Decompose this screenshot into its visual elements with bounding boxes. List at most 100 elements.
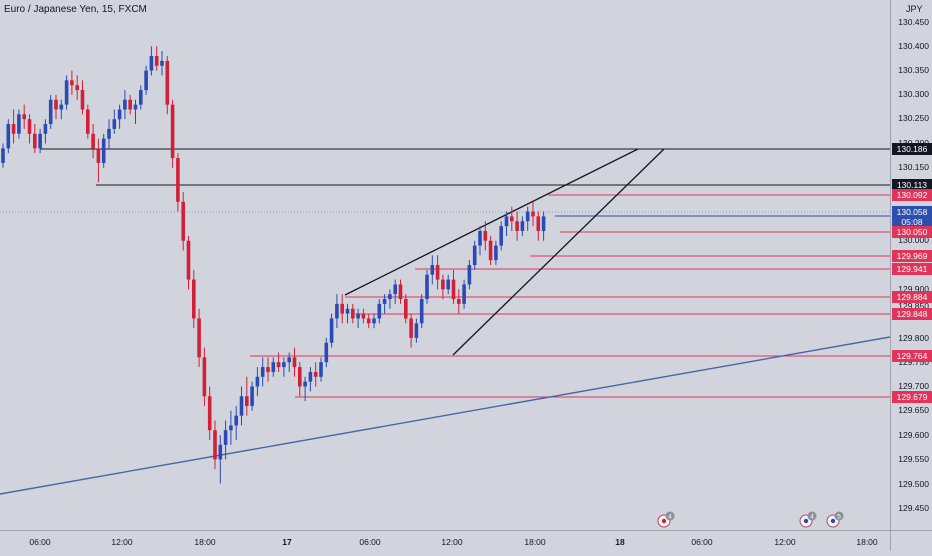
candle-body (531, 211, 535, 217)
candle-body (292, 357, 297, 368)
event-flag-icon[interactable]: 4 (799, 511, 817, 528)
candle-body (54, 99, 58, 110)
candle-body (17, 114, 21, 134)
candle-body (33, 133, 37, 149)
candle-body (329, 318, 334, 343)
candle-body (536, 216, 541, 231)
candle-body (96, 148, 101, 163)
candle-body (377, 303, 382, 319)
price-label-badge (892, 308, 932, 320)
candle-body (303, 381, 307, 387)
axis-corner[interactable] (890, 530, 932, 551)
current-price-badge (892, 206, 932, 227)
price-axis-canvas[interactable]: 130.450130.400130.350130.300130.250130.2… (891, 0, 932, 530)
candle-body (43, 124, 48, 134)
candle-body (218, 444, 223, 460)
candle-body (467, 265, 472, 285)
candle-body (6, 124, 11, 149)
candle-body (520, 221, 525, 231)
candle-body (266, 367, 270, 372)
candle-body (133, 104, 138, 110)
price-label-text: 129.679 (897, 392, 928, 402)
wedge-lower-line (452, 148, 665, 356)
candle-body (181, 201, 185, 241)
time-tick-label: 18 (615, 537, 625, 547)
price-label-text: 129.884 (897, 292, 928, 302)
candle-body (478, 230, 482, 246)
candle-body (38, 133, 42, 149)
candle-body (197, 318, 201, 358)
candle-body (282, 362, 286, 368)
price-label-badge (892, 143, 932, 155)
candle-body (239, 396, 244, 416)
time-axis[interactable]: 06:00 12:00 18:00 17 06:00 12:00 18:00 18 06:00 1… (0, 530, 890, 551)
candle-body (107, 128, 111, 139)
event-marker-dot (830, 518, 836, 524)
price-label-text: 129.848 (897, 309, 928, 319)
price-label-badge (892, 189, 932, 201)
candle-body (483, 230, 488, 241)
candle-body (435, 265, 440, 280)
candle-body (441, 279, 445, 290)
symbol-title[interactable]: Euro / Japanese Yen, 15, FXCM (4, 4, 147, 15)
price-tick-label: 130.250 (898, 113, 929, 123)
price-tick-label: 129.500 (898, 479, 929, 489)
time-tick-label: 12:00 (441, 537, 463, 547)
candle-body (160, 60, 164, 66)
time-tick-label: 18:00 (856, 537, 878, 547)
candle-body (70, 80, 74, 86)
countdown-text: 05:08 (901, 217, 923, 227)
price-tick-label: 129.900 (898, 284, 929, 294)
time-axis-canvas[interactable]: 06:00 12:00 18:00 17 06:00 12:00 18:00 18 06:00 1… (0, 531, 890, 551)
candle-body (27, 119, 32, 134)
candle-body (11, 124, 16, 134)
price-label-text: 129.941 (897, 264, 928, 274)
price-tick-label: 130.450 (898, 17, 929, 27)
price-label-badge (892, 391, 932, 403)
price-tick-label: 129.700 (898, 381, 929, 391)
candle-body (59, 104, 64, 110)
price-axis[interactable]: 130.450130.400130.350130.300130.250130.2… (890, 0, 932, 530)
candle-body (430, 265, 435, 275)
candle-body (186, 240, 191, 280)
price-label-text: 130.092 (897, 190, 928, 200)
candle-body (494, 245, 498, 261)
candle-body (64, 80, 69, 105)
price-label-badge (892, 250, 932, 262)
current-price-text: 130.058 (897, 207, 928, 217)
candle-body (393, 284, 397, 295)
candle-body (525, 211, 530, 222)
price-tick-label: 130.400 (898, 41, 929, 51)
chart-canvas[interactable]: 4 4 5 (0, 0, 891, 530)
event-flag-icon[interactable]: 5 (826, 511, 844, 528)
event-flag-icon[interactable]: 4 (657, 511, 675, 528)
event-count-badge (665, 511, 675, 521)
candle-body (319, 362, 323, 377)
price-label-badge (892, 350, 932, 362)
price-tick-label: 129.800 (898, 333, 929, 343)
candle-body (335, 303, 339, 319)
candle-body (207, 396, 212, 431)
event-count-badge (834, 511, 844, 521)
candle-body (165, 60, 170, 105)
candle-body (245, 396, 249, 406)
event-count-badge (807, 511, 817, 521)
event-marker-dot (803, 518, 809, 524)
candle-body (462, 284, 466, 304)
candle-body (86, 109, 90, 134)
candle-body (472, 245, 477, 265)
candle-body (515, 221, 519, 231)
time-tick-label: 18:00 (524, 537, 546, 547)
chart-pane[interactable]: 4 4 5 Euro / Japanese Yen, 15, FXCM (0, 0, 891, 530)
candle-body (75, 85, 79, 91)
candle-body (308, 371, 313, 382)
candle-body (425, 274, 429, 300)
candle-body (139, 90, 143, 105)
price-tick-label: 129.550 (898, 454, 929, 464)
candle-body (488, 240, 493, 261)
time-tick-label: 06:00 (691, 537, 713, 547)
candle-body (91, 133, 95, 149)
candle-body (324, 342, 329, 363)
candle-body (340, 303, 344, 314)
